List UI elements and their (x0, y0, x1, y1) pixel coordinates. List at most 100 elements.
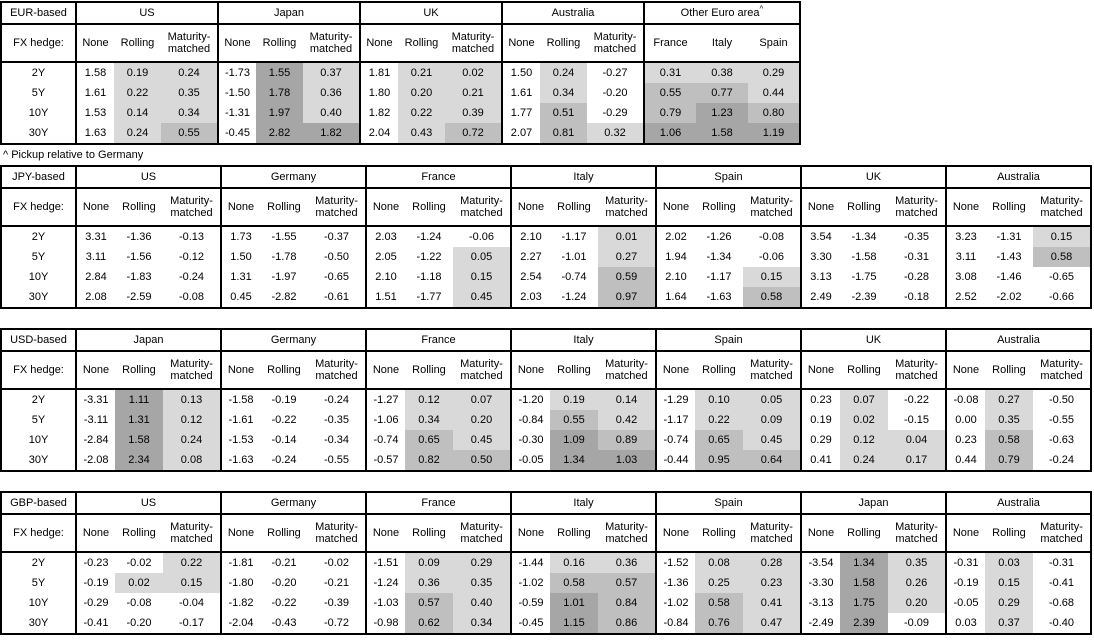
hedge-type-header: Rolling (985, 351, 1033, 390)
value-cell: 3.13 (800, 267, 840, 287)
value-cell: -0.63 (1033, 430, 1091, 450)
value-cell: 0.47 (743, 613, 801, 634)
value-cell: -0.31 (945, 552, 985, 573)
hedge-type-header: None (220, 188, 260, 227)
value-cell: -0.21 (308, 573, 366, 593)
hedge-type-header: None (945, 188, 985, 227)
value-cell: 1.51 (365, 287, 405, 308)
value-cell: 0.97 (598, 287, 656, 308)
value-cell: -0.41 (75, 613, 115, 634)
value-cell: 1.55 (256, 62, 303, 83)
value-cell: 0.23 (743, 573, 801, 593)
value-cell: -2.82 (260, 287, 308, 308)
hedge-type-header: Maturity-matched (163, 188, 221, 227)
value-cell: -0.04 (163, 593, 221, 613)
value-cell: 0.38 (696, 62, 748, 83)
country-header: Spain (655, 329, 801, 352)
value-cell: -0.65 (308, 267, 366, 287)
value-cell: -0.66 (1033, 287, 1091, 308)
value-cell: 0.40 (453, 593, 511, 613)
value-cell: 0.34 (405, 410, 453, 430)
value-cell: 1.80 (359, 83, 398, 103)
base-currency-label: EUR-based (1, 2, 76, 25)
hedge-type-header: None (655, 514, 695, 553)
tenor-label: 2Y (31, 231, 46, 243)
value-cell: 0.36 (405, 573, 453, 593)
value-cell: 0.08 (163, 450, 221, 471)
hedge-type-header: Maturity-matched (598, 351, 656, 390)
value-cell: -0.05 (945, 593, 985, 613)
value-cell: 0.08 (695, 552, 743, 573)
value-cell: 1.31 (220, 267, 260, 287)
value-cell: 2.02 (655, 226, 695, 247)
hedge-type-header: None (945, 351, 985, 390)
country-header: US (75, 2, 218, 25)
value-cell: 0.89 (598, 430, 656, 450)
value-cell: 0.45 (220, 287, 260, 308)
value-cell: -0.72 (308, 613, 366, 634)
value-cell: 0.29 (748, 62, 800, 83)
hedge-type-header: Rolling (985, 514, 1033, 553)
hedge-type-header: None (217, 24, 256, 63)
value-cell: -0.27 (587, 62, 644, 83)
value-cell: 0.27 (985, 389, 1033, 410)
hedge-type-header: None (220, 514, 260, 553)
value-cell: 1.81 (359, 62, 398, 83)
value-cell: -0.50 (308, 247, 366, 267)
footnote: ^ Pickup relative to Germany (3, 149, 144, 161)
value-cell: 0.79 (643, 103, 696, 123)
hedge-type-header: Rolling (405, 514, 453, 553)
value-cell: 0.09 (405, 552, 453, 573)
value-cell: 2.39 (840, 613, 888, 634)
value-cell: 0.21 (445, 83, 502, 103)
value-cell: 1.53 (75, 103, 114, 123)
value-cell: 0.16 (550, 552, 598, 573)
value-cell: 0.29 (985, 593, 1033, 613)
table-gap (0, 472, 1094, 491)
value-cell: -1.06 (365, 410, 405, 430)
value-cell: 0.12 (840, 430, 888, 450)
value-cell: -1.81 (220, 552, 260, 573)
value-cell: 0.24 (161, 62, 218, 83)
tenor-label: 5Y (31, 87, 46, 99)
value-cell: -0.34 (308, 430, 366, 450)
hedge-type-header: None (75, 24, 114, 63)
value-cell: -2.59 (115, 287, 163, 308)
value-cell: -0.08 (115, 593, 163, 613)
value-cell: -0.19 (75, 573, 115, 593)
value-cell: -0.35 (888, 226, 946, 247)
hedge-type-header: Maturity-matched (743, 188, 801, 227)
value-cell: 0.43 (398, 123, 445, 144)
value-cell: 1.61 (75, 83, 114, 103)
country-header: Spain (655, 166, 801, 189)
hedge-type-header: Maturity-matched (163, 514, 221, 553)
country-header: Australia (945, 329, 1091, 352)
hedge-type-header: Maturity-matched (743, 351, 801, 390)
value-cell: -2.84 (75, 430, 115, 450)
value-cell: 0.34 (540, 83, 587, 103)
value-cell: 0.31 (643, 62, 696, 83)
value-cell: -1.36 (115, 226, 163, 247)
country-header: Australia (501, 2, 644, 25)
tenor-label: 5Y (31, 577, 46, 589)
hedge-type-header: Maturity-matched (598, 188, 656, 227)
value-cell: -0.68 (1033, 593, 1091, 613)
value-cell: 3.30 (800, 247, 840, 267)
value-cell: 0.12 (405, 389, 453, 410)
value-cell: -0.23 (75, 552, 115, 573)
tenor-label: 30Y (28, 617, 49, 629)
country-header: Germany (220, 492, 366, 515)
value-cell: -1.61 (220, 410, 260, 430)
value-cell: 1.58 (840, 573, 888, 593)
value-cell: -2.02 (985, 287, 1033, 308)
value-cell: 0.58 (550, 573, 598, 593)
country-header: Spain (655, 492, 801, 515)
value-cell: -0.55 (308, 450, 366, 471)
value-cell: 0.58 (1033, 247, 1091, 267)
hedge-type-header: Maturity-matched (888, 514, 946, 553)
value-cell: 0.07 (840, 389, 888, 410)
value-cell: -0.20 (115, 613, 163, 634)
value-cell: 1.58 (75, 62, 114, 83)
value-cell: -1.22 (405, 247, 453, 267)
hedge-type-header: Rolling (695, 188, 743, 227)
